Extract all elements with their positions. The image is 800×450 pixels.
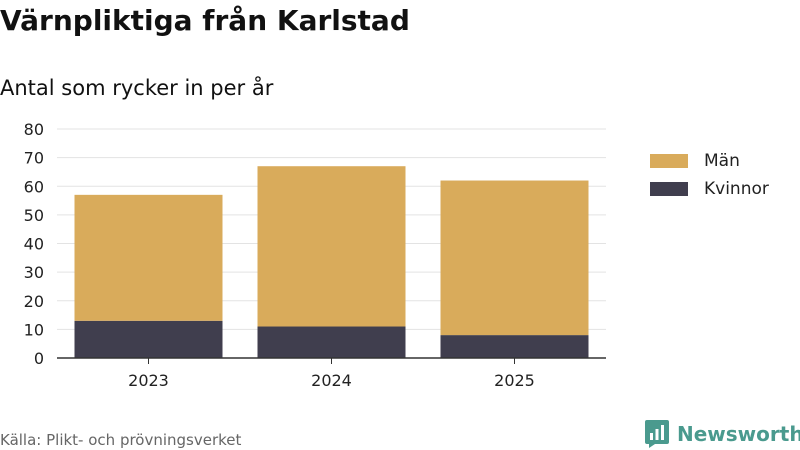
bar-mn-2024 bbox=[257, 166, 406, 327]
bar-mn-2023 bbox=[74, 194, 223, 321]
y-tick-label: 50 bbox=[24, 206, 44, 225]
legend-label-man: Män bbox=[704, 151, 740, 171]
y-tick-label: 30 bbox=[24, 263, 44, 282]
axes: 0 10 20 30 40 50 60 70 80 2023 2024 2025 bbox=[24, 120, 606, 390]
x-tick-label-2025: 2025 bbox=[494, 371, 535, 390]
x-tick-label-2024: 2024 bbox=[311, 371, 352, 390]
bar-kvinnor-2023 bbox=[74, 320, 223, 358]
y-tick-label: 10 bbox=[24, 320, 44, 339]
chart-subtitle: Antal som rycker in per år bbox=[0, 76, 274, 100]
legend-swatch-man bbox=[650, 154, 688, 168]
legend: Män Kvinnor bbox=[650, 147, 769, 203]
y-tick-label: 60 bbox=[24, 177, 44, 196]
y-tick-label: 70 bbox=[24, 149, 44, 168]
bar-kvinnor-2024 bbox=[257, 326, 406, 358]
legend-swatch-kvinnor bbox=[650, 182, 688, 196]
legend-label-kvinnor: Kvinnor bbox=[704, 179, 769, 199]
y-tick-label: 80 bbox=[24, 120, 44, 139]
y-tick-label: 40 bbox=[24, 235, 44, 254]
bar-kvinnor-2025 bbox=[440, 335, 589, 358]
chart-title: Värnpliktiga från Karlstad bbox=[0, 4, 410, 37]
bar-mn-2025 bbox=[440, 180, 589, 336]
newsworthy-logo: Newsworthy bbox=[645, 420, 800, 448]
legend-item-kvinnor: Kvinnor bbox=[650, 175, 769, 203]
y-tick-label: 20 bbox=[24, 292, 44, 311]
brand-name: Newsworthy bbox=[677, 422, 800, 446]
legend-item-man: Män bbox=[650, 147, 769, 175]
bars bbox=[74, 166, 589, 358]
y-tick-label: 0 bbox=[34, 349, 44, 368]
bar-chart-speech-bubble-icon bbox=[645, 420, 669, 448]
x-tick-label-2023: 2023 bbox=[128, 371, 169, 390]
source-note: Källa: Plikt- och prövningsverket bbox=[0, 431, 242, 449]
